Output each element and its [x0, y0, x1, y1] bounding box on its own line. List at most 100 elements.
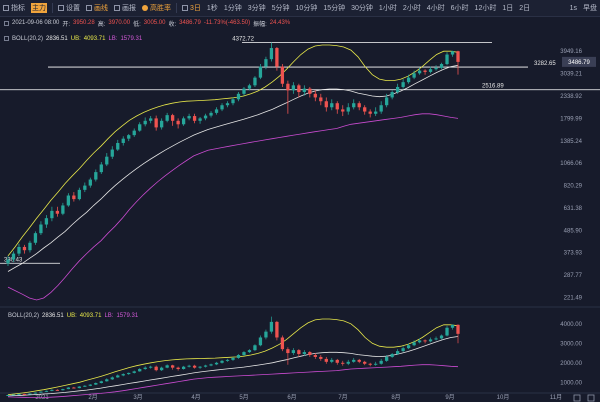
sub-candle-body — [286, 349, 290, 354]
candle-body — [214, 109, 219, 113]
period-tab[interactable]: 4小时 — [426, 5, 445, 12]
candle-body — [28, 242, 32, 251]
boll-upper-line — [7, 44, 459, 257]
candle-body — [456, 51, 460, 62]
sub-candle-body — [154, 366, 158, 371]
candle-body — [374, 111, 378, 114]
sub-candle-body — [302, 352, 306, 355]
candle-body — [77, 189, 81, 200]
sub-candle-body — [55, 389, 60, 391]
period-tab[interactable]: 1分钟 — [223, 5, 242, 12]
period-tab[interactable]: 6小时 — [450, 5, 469, 12]
period-tab[interactable]: 2小时 — [402, 5, 421, 12]
legend-toggle-icon[interactable] — [4, 36, 9, 41]
main-indicator-legend: BOLL(20,2) 2836.51 UB: 4093.71 LB: 1579.31 — [4, 36, 142, 42]
info-date: 2021-09-06 08:00 — [12, 20, 60, 26]
horizontal-line-label: 330.43 — [4, 257, 23, 263]
toolbar-right-item[interactable]: 早盘 — [583, 5, 597, 12]
horizontal-line-label: 4372.72 — [232, 37, 254, 43]
x-tick-label: 9月 — [445, 394, 454, 401]
candle-body — [346, 107, 350, 112]
sub-indicator-legend: BOLL(20,2) 2836.51 UB: 4093.71 LB: 1579.31 — [8, 313, 138, 319]
sub-boll-middle-line — [7, 336, 459, 397]
sub-candle-body — [450, 324, 455, 328]
toolbar-chevron-down-button[interactable]: 3日 — [179, 0, 204, 16]
candle-body — [170, 115, 175, 121]
toolbar-indicator-button[interactable]: 指标 — [0, 0, 28, 16]
sub-y-tick-label: 3000.00 — [560, 341, 582, 347]
boll-lower-line — [7, 113, 459, 301]
candle-body — [434, 67, 438, 70]
legend-ub-label: UB: — [70, 36, 81, 42]
sub-candle-body — [143, 367, 147, 370]
period-tab[interactable]: 1小时 — [378, 5, 397, 12]
candle-body — [33, 233, 38, 243]
candle-body — [22, 246, 27, 251]
legend-mb: 2836.51 — [46, 36, 68, 42]
candle-body — [11, 253, 16, 260]
refresh-icon[interactable] — [587, 394, 595, 402]
candle-body — [138, 124, 142, 131]
candle-body — [132, 130, 136, 136]
sub-candle-body — [412, 342, 416, 346]
y-tick-label: 3039.21 — [560, 72, 582, 78]
candle-body — [88, 179, 92, 186]
period-tab[interactable]: 3分钟 — [247, 5, 266, 12]
sub-candle-body — [88, 384, 92, 386]
x-tick-label: 2月 — [88, 394, 97, 401]
sub-candle-body — [17, 393, 21, 395]
toolbar-item-label: 主力 — [31, 3, 47, 13]
candle-body — [390, 92, 394, 98]
period-tab[interactable]: 2日 — [519, 5, 531, 12]
sub-candle-body — [269, 321, 274, 332]
candle-body — [198, 118, 202, 121]
period-tab[interactable]: 1日 — [502, 5, 514, 12]
info-low: 3005.00 — [143, 20, 166, 26]
period-tab[interactable]: 1秒 — [206, 5, 218, 12]
toolbar-target-button[interactable]: 高胜率 — [139, 0, 174, 16]
candle-body — [99, 164, 103, 173]
toolbar-item-label: 指标 — [11, 5, 25, 12]
candle-body — [116, 142, 120, 150]
sub-candle-body — [209, 364, 213, 366]
sub-candle-body — [192, 365, 197, 368]
candle-body — [258, 66, 263, 78]
toolbar-image-button[interactable]: 画报 — [111, 0, 139, 16]
info-amp-label: 振幅: — [253, 21, 267, 28]
sub-candle-body — [308, 352, 312, 355]
sub-candle-body — [379, 360, 383, 364]
sub-candle-body — [165, 365, 169, 368]
candle-body — [286, 83, 290, 91]
sub-candle-body — [385, 356, 389, 361]
toolbar-item-1-button[interactable]: 主力 — [28, 0, 50, 16]
sub-candle-body — [28, 393, 32, 395]
candle-body — [61, 205, 65, 214]
candle-body — [72, 195, 76, 200]
sub-candle-body — [319, 356, 323, 359]
toolbar-right-item[interactable]: 1s — [569, 4, 577, 12]
toolbar-gear-button[interactable]: 设置 — [55, 0, 83, 16]
x-tick-label: 3月 — [133, 394, 142, 401]
sub-candle-body — [138, 369, 142, 372]
candle-body — [105, 156, 109, 165]
indicator-icon — [3, 5, 9, 11]
toolbar-divider — [176, 3, 177, 13]
sub-candle-body — [110, 377, 114, 380]
candle-body — [357, 103, 361, 108]
candle-body — [127, 135, 131, 139]
candle-body — [165, 115, 169, 121]
period-tab[interactable]: 12小时 — [474, 5, 497, 12]
candle-body — [428, 69, 433, 72]
period-tab[interactable]: 10分钟 — [295, 5, 318, 12]
dropdown-icon[interactable] — [4, 20, 9, 26]
period-tab[interactable]: 15分钟 — [323, 5, 346, 12]
period-tab[interactable]: 30分钟 — [351, 5, 373, 12]
toolbar-pen-button[interactable]: 画线 — [83, 0, 111, 16]
sub-candle-body — [352, 359, 356, 362]
candle-body — [110, 149, 114, 157]
settings-icon[interactable] — [573, 394, 581, 402]
candle-body — [324, 101, 328, 108]
period-tab[interactable]: 5分钟 — [271, 5, 290, 12]
sub-candle-body — [66, 387, 71, 390]
